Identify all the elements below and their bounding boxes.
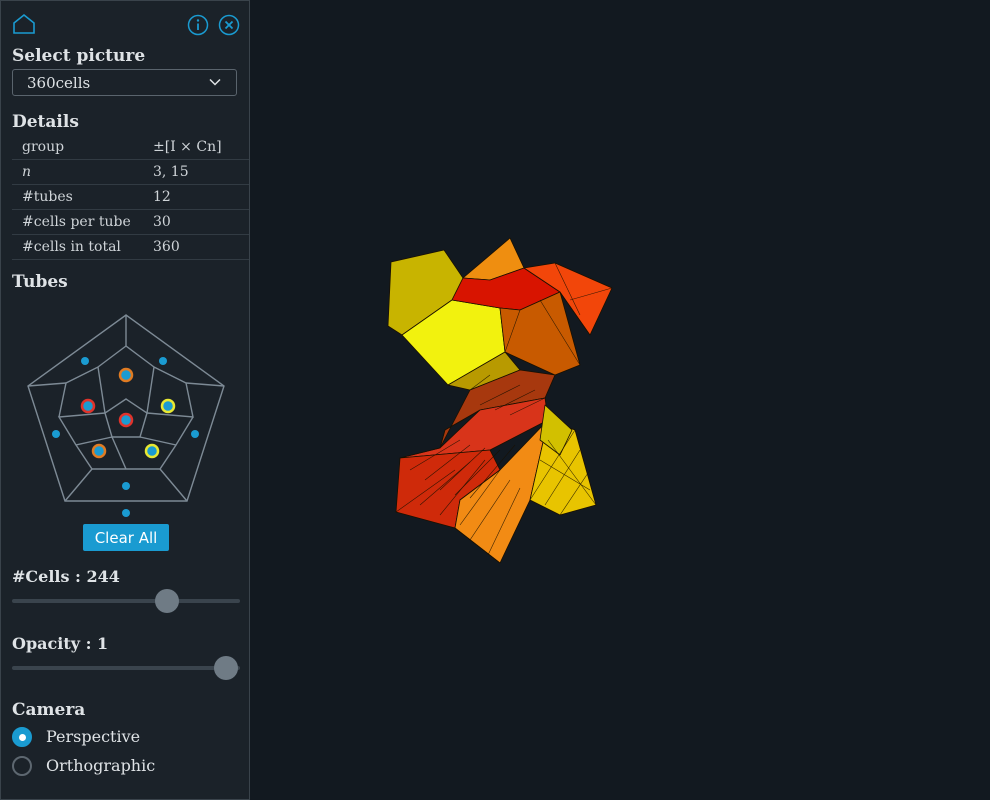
tube-dot-selected[interactable] bbox=[118, 412, 134, 428]
select-picture-heading: Select picture bbox=[12, 46, 146, 66]
polytope-edges bbox=[395, 262, 613, 564]
clear-all-button[interactable]: Clear All bbox=[83, 524, 169, 551]
opacity-slider-label: Opacity : 1 bbox=[12, 634, 109, 653]
opacity-slider-handle[interactable] bbox=[214, 656, 239, 680]
detail-value: 360 bbox=[153, 234, 249, 260]
detail-value: 3, 15 bbox=[153, 159, 249, 185]
tube-dot[interactable] bbox=[122, 482, 130, 490]
tube-dot[interactable] bbox=[159, 357, 167, 365]
tube-dots bbox=[52, 357, 199, 517]
info-icon[interactable] bbox=[187, 14, 209, 36]
detail-key: n bbox=[12, 159, 153, 185]
tubes-selector-diagram[interactable] bbox=[21, 309, 231, 524]
detail-key: #cells per tube bbox=[12, 209, 153, 235]
polytope-render bbox=[387, 237, 613, 564]
radio-button-unchecked[interactable] bbox=[12, 756, 32, 776]
detail-value: 12 bbox=[153, 184, 249, 210]
home-icon[interactable] bbox=[12, 13, 36, 35]
control-panel: Select picture 360cells Details group ±[I… bbox=[0, 0, 250, 800]
cells-slider[interactable] bbox=[12, 589, 240, 613]
detail-value: 30 bbox=[153, 209, 249, 235]
tube-dot[interactable] bbox=[191, 430, 199, 438]
detail-value: ±[I × Cn] bbox=[153, 135, 249, 160]
tube-dot-selected[interactable] bbox=[144, 443, 160, 459]
tube-dot-selected[interactable] bbox=[91, 443, 107, 459]
table-row: #cells in total 360 bbox=[12, 234, 249, 260]
tubes-heading: Tubes bbox=[12, 272, 68, 292]
3d-viewport[interactable] bbox=[250, 0, 990, 800]
picture-select[interactable]: 360cells bbox=[12, 69, 237, 96]
tube-dot[interactable] bbox=[52, 430, 60, 438]
detail-key: group bbox=[12, 135, 153, 160]
details-table: group ±[I × Cn] n 3, 15 #tubes 12 #cells pe… bbox=[12, 135, 249, 260]
camera-heading: Camera bbox=[12, 700, 86, 720]
tube-dot-selected[interactable] bbox=[80, 398, 96, 414]
table-row: #cells per tube 30 bbox=[12, 209, 249, 235]
tube-dot[interactable] bbox=[122, 509, 130, 517]
tube-dot-selected[interactable] bbox=[118, 367, 134, 383]
detail-key: #tubes bbox=[12, 184, 153, 210]
table-row: #tubes 12 bbox=[12, 184, 249, 210]
table-row: group ±[I × Cn] bbox=[12, 135, 249, 160]
radio-label: Orthographic bbox=[46, 756, 156, 775]
tube-dot[interactable] bbox=[81, 357, 89, 365]
opacity-slider[interactable] bbox=[12, 656, 240, 680]
tube-dot-selected[interactable] bbox=[160, 398, 176, 414]
cells-slider-label: #Cells : 244 bbox=[12, 567, 120, 586]
cells-slider-handle[interactable] bbox=[154, 589, 179, 613]
radio-label: Perspective bbox=[46, 727, 141, 746]
outer-pentagon bbox=[27, 314, 225, 502]
details-heading: Details bbox=[12, 112, 79, 132]
radio-button-checked[interactable] bbox=[12, 727, 32, 747]
table-row: n 3, 15 bbox=[12, 159, 249, 185]
chevron-down-icon bbox=[209, 78, 221, 86]
close-icon[interactable] bbox=[218, 14, 240, 36]
center-pentagon bbox=[104, 398, 148, 438]
picture-select-value: 360cells bbox=[27, 74, 91, 92]
detail-key: #cells in total bbox=[12, 234, 153, 260]
